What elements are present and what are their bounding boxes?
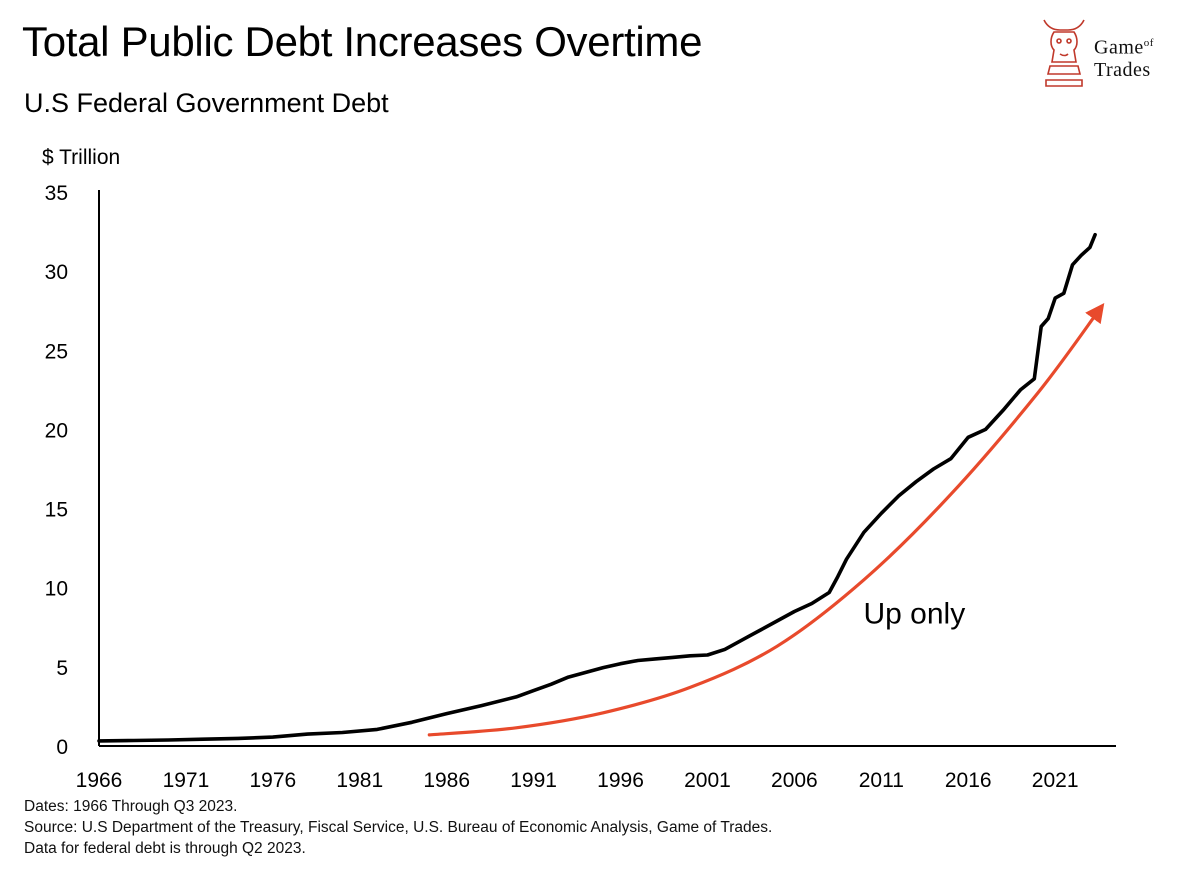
x-tick-label: 1996 [597, 769, 644, 792]
debt-series-line [97, 232, 1097, 743]
x-tick-label: 1971 [163, 769, 210, 792]
y-tick-label: 5 [56, 657, 68, 680]
note-dates: Dates: 1966 Through Q3 2023. [24, 798, 238, 815]
x-tick-label: 1966 [76, 769, 123, 792]
x-tick-label: 2011 [859, 769, 904, 792]
logo-line1: Game [1094, 36, 1144, 59]
y-tick-label: 20 [45, 419, 68, 442]
y-tick-label: 10 [45, 578, 68, 601]
note-data: Data for federal debt is through Q2 2023… [24, 840, 306, 857]
x-tick-label: 2016 [945, 769, 992, 792]
y-axis-label: $ Trillion [42, 146, 121, 169]
y-tick-label: 15 [45, 499, 68, 522]
logo-text: Gameof Trades [1094, 32, 1154, 81]
annotation-up-only: Up only [863, 597, 965, 630]
logo-line2: Trades [1094, 58, 1151, 81]
trend-arrow [427, 302, 1105, 737]
x-tick-label: 1986 [423, 769, 470, 792]
note-source: Source: U.S Department of the Treasury, … [24, 819, 773, 836]
y-tick-label: 0 [56, 736, 68, 759]
logo-of: of [1143, 37, 1154, 49]
x-tick-label: 1976 [249, 769, 296, 792]
chart-subtitle: U.S Federal Government Debt [24, 88, 389, 118]
chart-notes: Dates: 1966 Through Q3 2023. Source: U.S… [24, 796, 772, 859]
x-tick-label: 2001 [684, 769, 731, 792]
x-tick-label: 1991 [510, 769, 557, 792]
bull-knight-chess-icon [1043, 19, 1085, 87]
y-tick-label: 30 [45, 261, 68, 284]
y-tick-label: 25 [45, 340, 68, 363]
x-tick-label: 2006 [771, 769, 818, 792]
chart-title: Total Public Debt Increases Overtime [22, 18, 703, 65]
x-tick-label: 2021 [1032, 769, 1079, 792]
game-of-trades-logo: Gameof Trades [1038, 14, 1188, 94]
x-tick-label: 1981 [336, 769, 383, 792]
y-tick-label: 35 [45, 182, 68, 205]
